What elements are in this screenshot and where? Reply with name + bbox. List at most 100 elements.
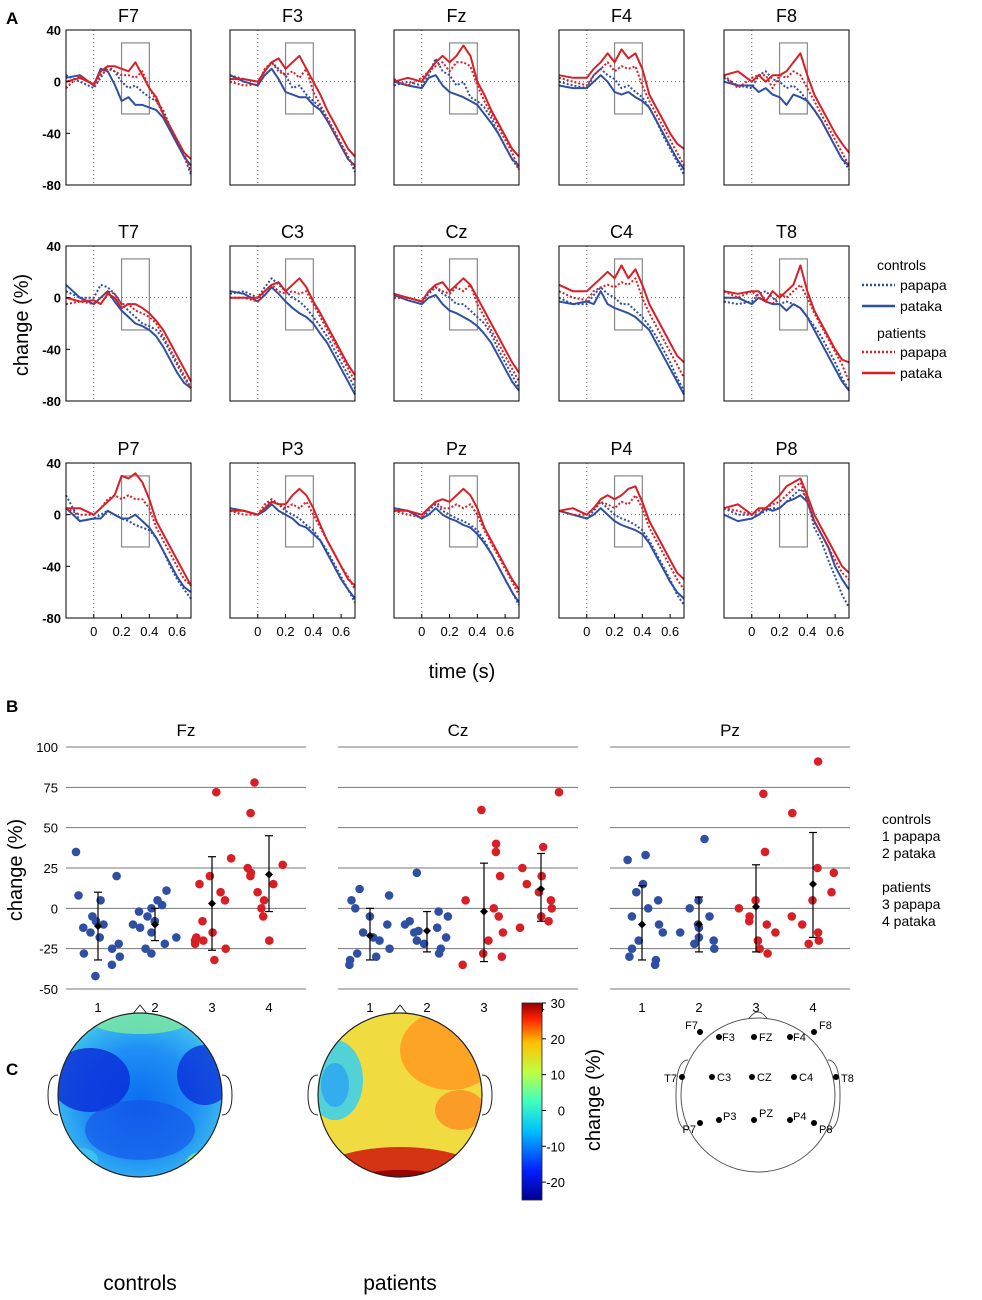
plot-title: C3 <box>281 222 304 242</box>
series-line <box>229 503 356 600</box>
topomap-patients-label: patients <box>363 1272 437 1295</box>
data-point <box>623 855 632 865</box>
series-line <box>394 286 520 389</box>
plot-title: P8 <box>775 439 797 459</box>
data-point <box>259 896 269 905</box>
series-line <box>558 507 685 600</box>
legend-group1-cond2: pataka <box>900 298 942 314</box>
data-point <box>538 842 548 852</box>
data-point <box>141 944 150 953</box>
data-point <box>157 900 167 910</box>
series-line <box>65 284 192 389</box>
x-tick-label: 0.4 <box>468 624 486 639</box>
colorbar-tick-label: -20 <box>546 1175 565 1190</box>
x-tick-label: 0.6 <box>168 624 186 639</box>
series-line <box>723 80 850 167</box>
data-point <box>675 928 685 937</box>
x-tick-label: 0.2 <box>113 624 131 639</box>
colorbar-tick-label: -10 <box>546 1139 565 1154</box>
x-tick-label: 0.6 <box>826 624 844 639</box>
x-tick-label: 1 <box>638 1000 645 1015</box>
data-point <box>484 936 493 945</box>
data-point <box>114 939 123 949</box>
series-line <box>393 277 520 374</box>
series-line <box>229 498 356 591</box>
data-point <box>787 912 797 921</box>
data-point <box>478 949 488 958</box>
plot-frame <box>229 29 356 186</box>
plot-frame <box>393 245 520 402</box>
ear-left <box>47 1074 59 1116</box>
scatter-subplot: Cz1234 <box>338 721 578 1015</box>
analysis-window-box <box>120 42 150 115</box>
data-point <box>762 920 772 929</box>
series-line <box>723 477 850 574</box>
legend-group2-cond1: papapa <box>900 344 947 360</box>
data-point <box>212 787 221 797</box>
x-tick-label: 0.6 <box>496 624 514 639</box>
data-point <box>627 912 637 921</box>
data-point <box>253 887 262 897</box>
mean-marker <box>208 899 216 908</box>
legend-group1: controls <box>877 257 926 273</box>
plot-title: C4 <box>610 222 633 242</box>
series-line <box>393 57 520 171</box>
data-point <box>115 952 125 961</box>
plot-title: P7 <box>117 439 139 459</box>
series-line <box>558 74 685 171</box>
data-point <box>477 805 486 815</box>
electrode-label: T8 <box>841 1073 854 1085</box>
panel-b-y-label: change (%) <box>5 819 27 921</box>
time-course-plot: P8 0 0.2 0.4 0.6 <box>723 439 850 639</box>
electrode-dot <box>811 1029 817 1035</box>
data-point <box>489 904 499 913</box>
plot-title: F8 <box>776 6 797 26</box>
data-point <box>658 928 668 937</box>
mean-marker <box>94 922 102 931</box>
electrode-label: F4 <box>793 1032 806 1044</box>
x-tick-label: 0.2 <box>771 624 789 639</box>
x-tick-label: 2 <box>695 1000 702 1015</box>
series-line <box>65 283 192 389</box>
colorbar: 30 20 10 0 -10 -20 <box>521 996 565 1201</box>
plot-frame <box>723 29 850 186</box>
y-tick-label: 40 <box>47 456 61 471</box>
plot-title: P3 <box>281 439 303 459</box>
y-tick-label: -40 <box>42 342 61 357</box>
series-line <box>558 494 685 591</box>
scatter-subplot: Pz 1 2 3 4 <box>610 721 850 1015</box>
series-line <box>723 487 850 609</box>
legend-group1-cond1: papapa <box>900 277 947 293</box>
data-point <box>351 904 360 913</box>
data-point <box>112 871 121 881</box>
data-point <box>432 923 442 932</box>
series-line <box>558 500 685 606</box>
data-point <box>827 887 836 897</box>
ear-right <box>221 1074 233 1116</box>
x-tick-label: 0.4 <box>140 624 158 639</box>
data-point <box>91 971 100 981</box>
series-line <box>394 487 520 591</box>
data-point <box>385 944 394 953</box>
electrode-dot <box>791 1074 797 1080</box>
data-point <box>700 834 709 844</box>
data-point <box>257 904 266 913</box>
data-point <box>79 923 88 932</box>
data-point <box>554 787 564 797</box>
data-point <box>634 936 643 945</box>
data-point <box>491 839 501 849</box>
series-line <box>229 286 356 395</box>
subplot-title: Cz <box>448 721 469 740</box>
data-point <box>147 949 156 958</box>
series-line <box>66 472 192 587</box>
electrode-label: FZ <box>759 1032 773 1044</box>
electrode-dot <box>716 1117 722 1123</box>
y-tick-label: 75 <box>44 780 58 795</box>
data-point <box>804 939 813 949</box>
plot-title: F4 <box>611 6 632 26</box>
data-point <box>705 912 714 921</box>
data-point <box>419 939 429 949</box>
series-line <box>65 494 192 587</box>
time-course-plot: Cz <box>393 222 520 402</box>
